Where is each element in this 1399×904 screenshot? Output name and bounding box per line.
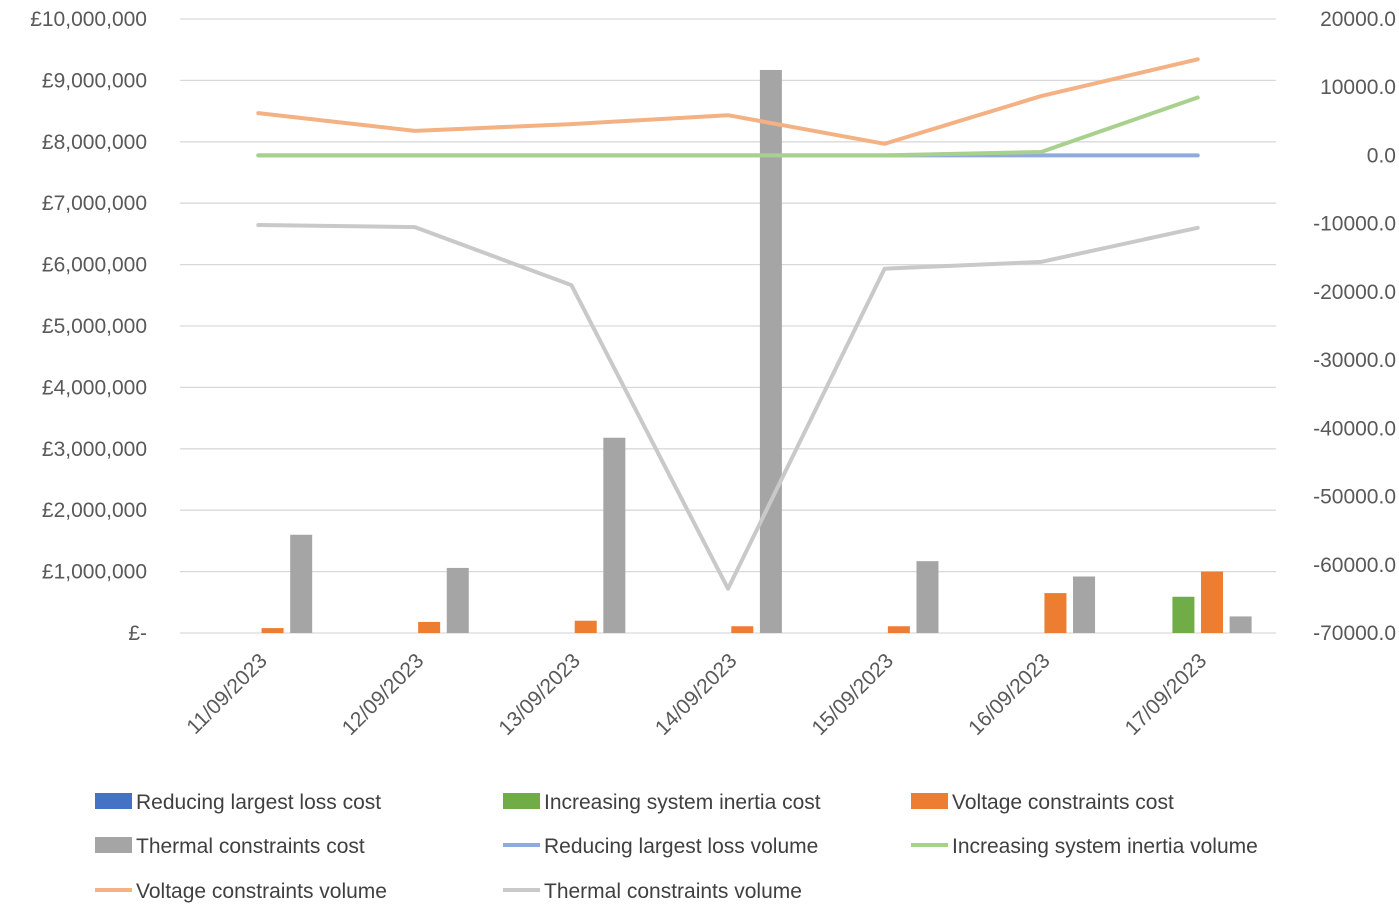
- bar: [574, 620, 597, 633]
- left-tick-label: £4,000,000: [42, 376, 147, 399]
- x-tick-label: 14/09/2023: [651, 649, 742, 740]
- bars: [261, 69, 1252, 634]
- right-tick-label: 10000.0: [1320, 76, 1396, 99]
- gridlines: [180, 18, 1276, 634]
- legend-label: Voltage constraints cost: [952, 791, 1174, 814]
- lines: [256, 57, 1200, 591]
- legend-label: Reducing largest loss cost: [136, 791, 381, 814]
- left-tick-label: £6,000,000: [42, 254, 147, 277]
- x-tick-label: 15/09/2023: [808, 649, 899, 740]
- left-axis: £- £1,000,000 £2,000,000 £3,000,000 £4,000,0…: [30, 8, 147, 645]
- bar: [261, 628, 284, 633]
- bar: [887, 626, 910, 633]
- legend-label: Thermal constraints volume: [544, 880, 802, 903]
- left-tick-label: £10,000,000: [30, 8, 147, 31]
- right-tick-label: -20000.0: [1313, 281, 1396, 304]
- right-tick-label: -50000.0: [1313, 486, 1396, 509]
- bar: [418, 621, 441, 633]
- legend-swatch: [503, 793, 540, 809]
- left-tick-label: £9,000,000: [42, 69, 147, 92]
- legend-label: Increasing system inertia volume: [952, 835, 1258, 858]
- legend: Reducing largest loss cost Increasing sys…: [95, 791, 1258, 903]
- bar: [1229, 616, 1252, 633]
- legend-swatch: [911, 793, 948, 809]
- bar: [446, 567, 469, 633]
- left-tick-label: £3,000,000: [42, 438, 147, 461]
- series-line: [256, 57, 1200, 146]
- bar: [290, 534, 313, 633]
- legend-label: Thermal constraints cost: [136, 835, 365, 858]
- left-tick-label: £2,000,000: [42, 499, 147, 522]
- bar: [603, 437, 626, 633]
- x-tick-label: 17/09/2023: [1121, 649, 1212, 740]
- legend-swatch: [95, 837, 132, 853]
- x-tick-label: 12/09/2023: [338, 649, 429, 740]
- right-tick-label: -10000.0: [1313, 213, 1396, 236]
- bar: [1172, 596, 1195, 633]
- series-line: [256, 95, 1200, 158]
- x-tick-label: 16/09/2023: [964, 649, 1055, 740]
- legend-label: Reducing largest loss volume: [544, 835, 818, 858]
- right-tick-label: 0.0: [1367, 144, 1396, 167]
- right-tick-label: -30000.0: [1313, 349, 1396, 372]
- series-line: [256, 223, 1200, 591]
- right-axis: -70000.0 -60000.0 -50000.0 -40000.0 -30000.0…: [1313, 8, 1396, 645]
- right-tick-label: -60000.0: [1313, 554, 1396, 577]
- left-tick-label: £8,000,000: [42, 131, 147, 154]
- left-tick-label: £1,000,000: [42, 561, 147, 584]
- legend-label: Voltage constraints volume: [136, 880, 387, 903]
- bar: [916, 561, 939, 633]
- right-tick-label: -70000.0: [1313, 622, 1396, 645]
- bar: [1044, 593, 1067, 633]
- x-axis: 11/09/2023 12/09/2023 13/09/2023 14/09/2023…: [182, 649, 1211, 740]
- left-tick-label: £5,000,000: [42, 315, 147, 338]
- legend-swatch: [95, 793, 132, 809]
- legend-label: Increasing system inertia cost: [544, 791, 821, 814]
- right-tick-label: 20000.0: [1320, 8, 1396, 31]
- bar: [1073, 576, 1096, 633]
- left-tick-label: £7,000,000: [42, 192, 147, 215]
- left-tick-label: £-: [128, 622, 147, 645]
- bar: [731, 626, 754, 633]
- x-tick-label: 11/09/2023: [182, 649, 271, 738]
- x-tick-label: 13/09/2023: [494, 649, 585, 740]
- right-tick-label: -40000.0: [1313, 417, 1396, 440]
- bar: [1201, 571, 1224, 633]
